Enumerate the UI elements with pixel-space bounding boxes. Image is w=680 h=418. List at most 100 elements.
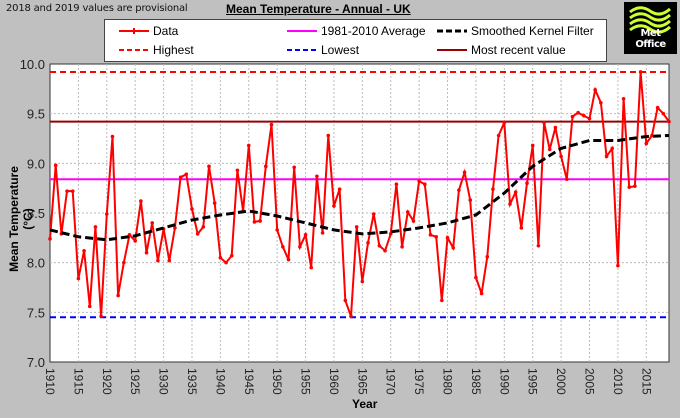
data-point (246, 143, 251, 148)
data-point (547, 147, 552, 152)
data-point (604, 154, 609, 159)
data-point (377, 243, 382, 248)
x-tick-label: 1910 (43, 368, 57, 395)
data-point (638, 70, 643, 74)
data-point (371, 212, 376, 216)
data-point (275, 228, 279, 232)
data-point (258, 219, 262, 223)
data-point (269, 122, 274, 127)
data-point (405, 210, 410, 214)
data-point (354, 225, 359, 229)
met-office-logo: Met Office (624, 2, 677, 54)
data-point (621, 96, 626, 101)
data-point (633, 184, 637, 188)
data-point (326, 133, 331, 138)
data-point (70, 189, 75, 193)
y-tick-label: 7.0 (27, 355, 45, 370)
data-point (508, 202, 512, 206)
x-tick-label: 1925 (128, 368, 142, 395)
data-point (190, 207, 194, 211)
legend-label-smoothed: Smoothed Kernel Filter (471, 24, 594, 38)
data-point (235, 168, 240, 173)
data-point (53, 163, 58, 168)
legend-item-lowest: Lowest (285, 42, 359, 58)
data-point (650, 133, 654, 138)
data-point (400, 244, 404, 249)
series-group (48, 70, 671, 319)
data-point (93, 225, 98, 229)
x-tick-label: 2000 (554, 368, 568, 395)
x-tick-label: 1960 (327, 368, 341, 395)
data-point (349, 314, 353, 319)
data-point (133, 239, 137, 243)
x-tick-label: 1975 (412, 368, 426, 395)
data-point (417, 179, 421, 184)
data-point (332, 204, 336, 208)
data-point (491, 187, 495, 191)
x-tick-label: 1920 (100, 368, 114, 395)
provisional-note: 2018 and 2019 values are provisional (6, 3, 188, 14)
data-point (263, 164, 268, 169)
data-point (559, 154, 563, 159)
y-axis-ticks: 7.0 7.5 8.0 8.5 9.0 9.5 10.0 (20, 57, 45, 370)
legend-item-data: Data (117, 23, 178, 39)
data-point (315, 174, 319, 179)
data-point (65, 189, 69, 193)
data-point (502, 120, 507, 125)
legend-swatch-average (287, 30, 317, 32)
data-point (298, 244, 302, 249)
data-point (252, 220, 257, 224)
data-point (462, 170, 467, 175)
data-point (178, 175, 183, 180)
data-point (655, 105, 660, 110)
chart-legend: Data 1981-2010 Average Smoothed Kernel F… (104, 19, 607, 62)
data-point (627, 185, 632, 189)
logo-text: Met Office (635, 28, 666, 50)
y-tick-label: 8.5 (27, 206, 45, 221)
y-tick-label: 9.0 (27, 156, 45, 171)
data-point (104, 212, 109, 216)
data-point (394, 182, 399, 186)
x-axis-label: Year (352, 397, 378, 411)
legend-swatch-lowest (287, 49, 317, 51)
data-point (445, 236, 450, 240)
x-tick-label: 2005 (582, 368, 596, 395)
data-point (434, 235, 438, 239)
data-point (553, 125, 558, 130)
x-tick-label: 1970 (384, 368, 398, 395)
met-office-waves-icon (629, 6, 672, 34)
x-tick-label: 1985 (469, 368, 483, 395)
legend-item-recent: Most recent value (435, 42, 566, 58)
chart-title: Mean Temperature - Annual - UK (226, 2, 411, 16)
data-point (150, 221, 155, 225)
x-tick-label: 1940 (213, 368, 227, 395)
data-point (144, 250, 149, 255)
data-point (173, 226, 177, 230)
data-point (167, 258, 172, 263)
x-tick-label: 1980 (441, 368, 455, 395)
data-point (570, 114, 575, 119)
y-tick-label: 8.0 (27, 256, 45, 271)
legend-label-data: Data (153, 24, 179, 38)
x-axis-ticks: 1910 1915 1920 1925 1930 1935 1940 1945 1950 1955… (43, 368, 653, 395)
data-point (320, 231, 325, 235)
data-point (525, 181, 529, 185)
data-point (122, 260, 126, 265)
data-point (564, 177, 569, 182)
legend-label-average: 1981-2010 Average (321, 24, 426, 38)
data-point (496, 133, 501, 138)
data-point (457, 188, 461, 192)
data-point (582, 113, 586, 118)
data-point (99, 314, 103, 319)
data-point (383, 248, 387, 253)
data-point (542, 120, 546, 125)
data-point (474, 275, 478, 280)
data-point (428, 233, 433, 237)
data-point (587, 116, 592, 121)
data-point (519, 226, 524, 230)
data-point (536, 243, 541, 248)
data-point (576, 110, 580, 115)
x-tick-label: 1995 (526, 368, 540, 395)
data-point (485, 254, 490, 259)
